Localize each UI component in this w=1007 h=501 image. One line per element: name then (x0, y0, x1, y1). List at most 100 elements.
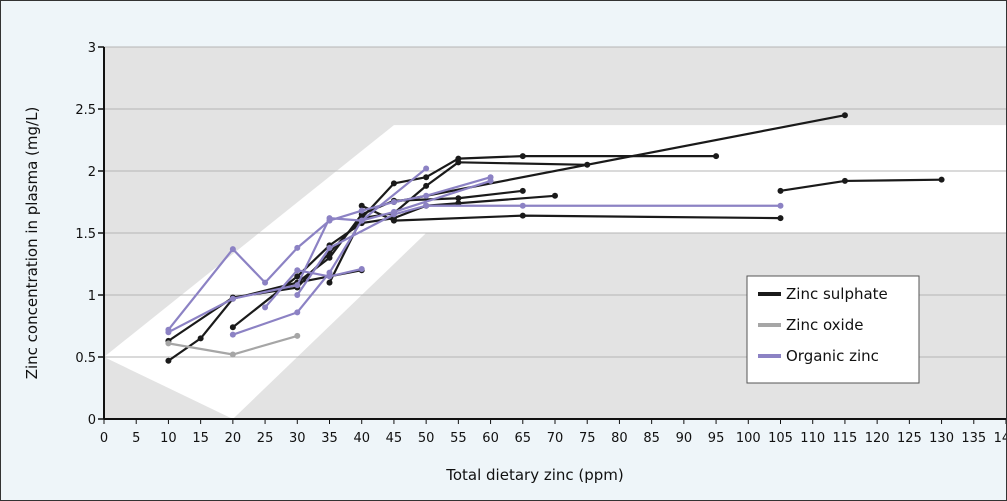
legend: Zinc sulphate Zinc oxide Organic zinc (746, 275, 920, 384)
series-oxide-8 (165, 332, 301, 358)
data-point (487, 177, 494, 184)
data-point (294, 267, 301, 274)
data-point (294, 332, 301, 339)
data-point (519, 153, 526, 160)
data-point (326, 244, 333, 251)
x-tick-label: 115 (833, 431, 858, 446)
x-tick-label: 95 (708, 431, 725, 446)
y-tick-label: 2 (88, 165, 96, 180)
data-point (262, 279, 269, 286)
data-point (294, 282, 301, 289)
data-point (938, 176, 945, 183)
data-point (294, 309, 301, 316)
x-tick-labels: 0 5 10 15 20 25 30 35 40 45 50 55 60 65 70 75 80 85 90 95 10… (100, 431, 1006, 446)
data-point (294, 244, 301, 251)
x-tick-label: 55 (450, 431, 467, 446)
data-point (423, 202, 430, 209)
legend-label-zinc-oxide: Zinc oxide (786, 316, 863, 334)
series-line (296, 204, 781, 296)
data-point (165, 340, 172, 347)
y-tick-label: 0.5 (75, 351, 96, 366)
x-tick-label: 140 (994, 431, 1006, 446)
x-tick-label: 85 (643, 431, 660, 446)
data-point (229, 351, 236, 358)
series-line (361, 204, 781, 222)
x-tick-label: 125 (897, 431, 922, 446)
band-area (104, 125, 1006, 420)
x-tick-label: 120 (865, 431, 890, 446)
x-tick-label: 50 (418, 431, 435, 446)
axes (98, 46, 1006, 424)
x-tick-label: 100 (736, 431, 761, 446)
data-point (165, 329, 172, 336)
data-point (229, 295, 236, 302)
y-tick-labels: 0 0.5 1 1.5 2 2.5 3 (75, 41, 96, 428)
data-point (358, 202, 365, 209)
x-tick-label: 75 (579, 431, 596, 446)
data-point (841, 177, 848, 184)
data-point (326, 215, 333, 222)
series-line (167, 167, 427, 334)
y-tick-label: 1.5 (75, 227, 96, 242)
y-tick-label: 2.5 (75, 103, 96, 118)
y-axis-title: Zinc concentration in plasma (mg/L) (23, 107, 41, 380)
data-point (390, 211, 397, 218)
data-point (841, 112, 848, 119)
data-point (423, 182, 430, 189)
data-point (777, 187, 784, 194)
data-point (326, 273, 333, 280)
x-tick-label: 65 (515, 431, 532, 446)
data-point (777, 215, 784, 222)
series-organic-10 (165, 165, 430, 336)
x-tick-label: 110 (800, 431, 825, 446)
y-tick-label: 3 (88, 41, 96, 56)
data-point (294, 292, 301, 298)
data-point (229, 324, 236, 331)
x-tick-label: 130 (929, 431, 954, 446)
data-point (197, 335, 204, 342)
data-point (552, 192, 558, 199)
x-tick-label: 20 (225, 431, 242, 446)
series-sulphate-6 (777, 176, 945, 194)
data-point (455, 159, 462, 166)
data-point (390, 199, 397, 205)
x-tick-label: 35 (321, 431, 338, 446)
x-tick-label: 135 (961, 431, 986, 446)
x-tick-label: 40 (353, 431, 370, 446)
data-point (294, 273, 301, 280)
x-tick-label: 5 (132, 431, 140, 446)
reference-band (104, 125, 1006, 420)
x-tick-label: 15 (192, 431, 209, 446)
data-point (390, 180, 397, 187)
series-layer (165, 112, 945, 364)
data-point (358, 217, 365, 224)
x-tick-label: 70 (547, 431, 564, 446)
legend-label-zinc-sulphate: Zinc sulphate (786, 285, 888, 303)
data-point (358, 207, 365, 214)
x-tick-label: 60 (482, 431, 499, 446)
data-point (165, 357, 172, 364)
data-point (519, 187, 526, 194)
y-tick-label: 1 (88, 289, 96, 304)
x-tick-label: 105 (768, 431, 793, 446)
series-line (232, 179, 491, 336)
x-tick-label: 30 (289, 431, 306, 446)
data-point (326, 279, 333, 286)
data-point (713, 153, 720, 160)
legend-label-organic-zinc: Organic zinc (786, 347, 879, 365)
data-point (326, 254, 333, 261)
series-sulphate-4 (358, 202, 784, 224)
y-tick-label: 0 (88, 413, 96, 428)
x-axis-title: Total dietary zinc (ppm) (445, 466, 624, 484)
data-point (358, 265, 365, 272)
x-tick-label: 10 (160, 431, 177, 446)
data-point (390, 217, 397, 224)
data-point (777, 202, 784, 209)
data-point (423, 165, 430, 172)
x-tick-label: 80 (611, 431, 628, 446)
data-point (519, 202, 526, 209)
data-point (229, 246, 236, 253)
series-organic-13 (294, 202, 784, 298)
